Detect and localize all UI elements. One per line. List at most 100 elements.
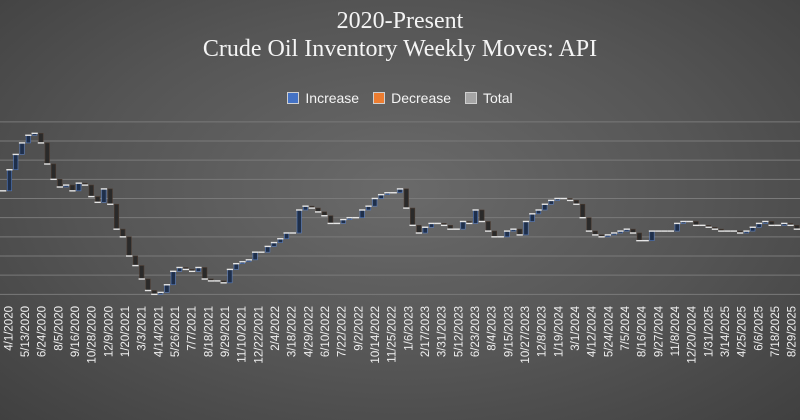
bar-increase [523,221,529,236]
x-tick-label: 1/19/2024 [553,305,565,357]
chart-title: 2020-Present [336,8,464,34]
bar-increase [170,271,176,286]
x-tick-label: 7/7/2021 [187,306,199,351]
bar-decrease [132,255,138,266]
legend-item-decrease: Decrease [373,90,451,106]
x-tick-label: 10/27/2023 [520,306,532,364]
bar-increase [252,251,258,261]
x-tick-label: 12/9/2020 [103,306,115,357]
bar-increase [649,230,655,241]
bar-increase [460,221,466,230]
x-tick-label: 8/16/2024 [637,305,649,357]
bar-decrease [51,163,57,180]
x-tick-label: 8/18/2021 [203,306,215,357]
legend-item-total: Total [465,90,513,106]
x-tick-label: 5/26/2021 [170,306,182,357]
bar-decrease [120,228,126,238]
bar-decrease [139,265,145,280]
legend-swatch-decrease [373,92,386,104]
bar-decrease [114,203,120,230]
bar-decrease [580,203,586,218]
x-tick-label: 6/23/2023 [470,306,482,357]
x-tick-label: 6/10/2022 [320,306,332,357]
x-tick-label: 10/28/2020 [87,306,99,364]
bar-decrease [145,278,151,291]
legend-swatch-increase [287,92,300,104]
bar-increase [359,209,365,218]
waterfall-series [0,132,800,296]
bar-increase [164,284,170,293]
bar-increase [504,230,510,238]
x-tick-label: 9/2/2022 [353,306,365,351]
x-tick-label: 8/5/2020 [53,306,65,351]
bar-decrease [202,267,208,280]
bar-increase [284,232,290,240]
x-tick-label: 11/10/2021 [237,306,249,363]
x-tick-label: 4/12/2024 [587,305,599,357]
x-tick-label: 6/6/2025 [753,306,765,351]
bar-decrease [69,184,75,192]
bar-increase [296,209,302,234]
bar-increase [473,209,479,224]
x-tick-label: 3/1/2024 [570,305,582,350]
bar-decrease [88,184,94,197]
x-tick-label: 1/20/2021 [120,306,132,357]
legend-swatch-total [465,92,478,104]
legend-label-decrease: Decrease [391,90,452,106]
bar-decrease [517,228,523,236]
x-tick-label: 5/12/2023 [453,306,465,357]
x-tick-label: 1/6/2023 [403,306,415,351]
x-tick-label: 6/24/2020 [37,306,49,357]
x-tick-label: 3/14/2025 [720,306,732,357]
x-tick-label: 9/15/2023 [503,306,515,357]
bar-decrease [416,225,422,234]
x-tick-label: 12/20/2024 [687,305,699,363]
bar-increase [674,223,680,232]
bar-increase [19,142,25,155]
x-tick-label: 12/22/2021 [253,306,265,364]
x-tick-label: 8/29/2025 [787,306,799,357]
bar-decrease [57,179,63,188]
x-tick-label: 7/18/2025 [770,306,782,357]
bar-decrease [479,209,485,222]
bar-increase [25,134,31,144]
bar-decrease [410,207,416,226]
bar-increase [542,203,548,211]
bar-decrease [126,236,132,257]
x-tick-label: 3/18/2022 [287,306,299,357]
x-tick-label: 3/31/2023 [437,306,449,357]
x-tick-label: 5/13/2020 [20,306,32,357]
gridlines [0,121,800,295]
x-axis-ticks: 4/1/2020 5/13/2020 6/24/2020 8/5/2020 9/16/2… [3,305,798,363]
x-tick-label: 9/16/2020 [70,306,82,357]
x-tick-label: 11/8/2024 [670,305,682,356]
bar-decrease [107,188,113,205]
x-tick-label: 9/27/2024 [653,305,665,357]
x-tick-label: 3/3/2021 [137,306,149,351]
x-tick-label: 12/8/2023 [537,306,549,357]
bar-increase [372,198,378,207]
bar-increase [101,188,107,203]
x-tick-label: 10/14/2022 [370,306,382,364]
bar-increase [227,269,233,284]
bar-increase [265,246,271,253]
bar-increase [13,154,19,171]
bar-decrease [403,188,409,209]
bar-increase [422,226,428,234]
legend: Increase Decrease Total [0,90,800,106]
legend-item-increase: Increase [287,90,359,106]
bar-decrease [328,215,334,224]
chart-subtitle: Crude Oil Inventory Weekly Moves: API [202,36,598,62]
bar-increase [6,169,12,192]
bar-increase [233,263,239,270]
x-tick-label: 8/4/2023 [487,306,499,351]
x-tick-label: 4/29/2022 [303,306,315,357]
x-tick-label: 7/5/2024 [620,305,632,350]
bar-decrease [38,133,44,144]
x-tick-label: 5/24/2024 [603,305,615,357]
x-tick-label: 4/25/2025 [737,306,749,357]
legend-label-increase: Increase [305,90,360,106]
x-tick-label: 2/17/2023 [420,306,432,357]
